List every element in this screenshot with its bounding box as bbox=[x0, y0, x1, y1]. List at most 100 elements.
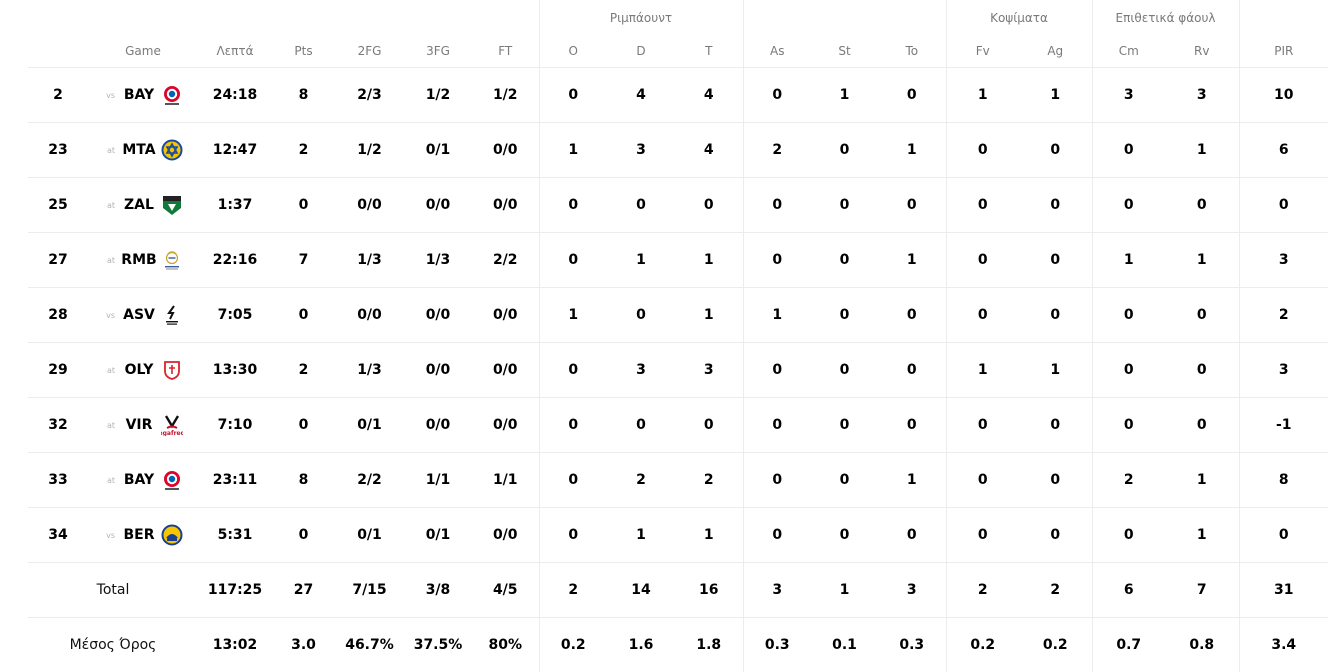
stat-assists: 0 bbox=[743, 397, 811, 453]
total-assists: 3 bbox=[743, 562, 811, 618]
opponent-code[interactable]: ZAL bbox=[124, 197, 154, 213]
stat-points: 7 bbox=[272, 232, 335, 288]
stat-blocks-favor: 1 bbox=[946, 67, 1020, 123]
column-header-turnovers[interactable]: To bbox=[878, 35, 947, 68]
stat-ft: 0/0 bbox=[472, 507, 540, 563]
game-cell[interactable]: at MTA bbox=[88, 122, 198, 178]
column-header-steals[interactable]: St bbox=[811, 35, 878, 68]
stat-pir: 2 bbox=[1239, 287, 1329, 343]
opponent-code[interactable]: BER bbox=[123, 527, 155, 543]
game-cell[interactable]: vs BER bbox=[88, 507, 198, 563]
game-row[interactable]: 25 at ZAL 1:37 0 0/0 0/0 0/0 0 0 0 0 0 0 0 0 0 0 0 bbox=[28, 177, 1329, 233]
stat-turnovers: 0 bbox=[878, 287, 947, 343]
game-row[interactable]: 33 at BAY 23:11 8 2/2 1/1 1/1 0 2 2 0 0 1 0 0 2 1 8 bbox=[28, 452, 1329, 508]
stat-off-reb: 1 bbox=[539, 122, 607, 178]
column-header-blocks-favor[interactable]: Fv bbox=[946, 35, 1020, 68]
game-cell[interactable]: at VIR segafredo bbox=[88, 397, 198, 453]
totals-label: Total bbox=[28, 562, 198, 618]
olympiacos-logo-icon bbox=[161, 359, 183, 381]
stat-pir: 8 bbox=[1239, 452, 1329, 508]
stat-steals: 0 bbox=[811, 287, 878, 343]
header-label-row: Game Λεπτά Pts 2FG 3FG FT O D T As St To… bbox=[28, 35, 1329, 68]
column-header-2fg[interactable]: 2FG bbox=[335, 35, 404, 68]
avg-assists: 0.3 bbox=[764, 637, 790, 653]
stat-fouls-received: 0 bbox=[1165, 287, 1240, 343]
stat-def-reb: 0 bbox=[607, 287, 675, 343]
stat-turnovers: 1 bbox=[878, 232, 947, 288]
column-header-off-reb[interactable]: O bbox=[539, 35, 607, 68]
stat-3fg: 1/1 bbox=[404, 452, 472, 508]
opponent-code[interactable]: VIR bbox=[125, 417, 153, 433]
stat-blocks-against: 1 bbox=[1019, 342, 1093, 398]
game-cell[interactable]: at ZAL bbox=[88, 177, 198, 233]
opponent-code[interactable]: BAY bbox=[123, 87, 155, 103]
stat-ft: 0/0 bbox=[472, 287, 540, 343]
stat-2fg: 1/3 bbox=[335, 342, 404, 398]
stat-def-reb: 2 bbox=[607, 452, 675, 508]
stat-blocks-favor: 1 bbox=[946, 342, 1020, 398]
stat-fouls-received: 1 bbox=[1165, 507, 1240, 563]
stat-points: 2 bbox=[272, 342, 335, 398]
stat-fouls-committed: 0 bbox=[1092, 342, 1166, 398]
column-header-blocks-against[interactable]: Ag bbox=[1019, 35, 1093, 68]
column-header-def-reb[interactable]: D bbox=[607, 35, 675, 68]
stat-points: 0 bbox=[272, 177, 335, 233]
total-fouls-received: 7 bbox=[1165, 562, 1240, 618]
total-blocks-favor: 2 bbox=[946, 562, 1020, 618]
game-cell[interactable]: vs BAY bbox=[88, 67, 198, 123]
column-header-points[interactable]: Pts bbox=[272, 35, 335, 68]
stat-tot-reb: 2 bbox=[675, 452, 744, 508]
column-header-pir[interactable]: PIR bbox=[1239, 35, 1329, 68]
opponent-code[interactable]: BAY bbox=[123, 472, 155, 488]
opponent-code[interactable]: OLY bbox=[124, 362, 154, 378]
game-cell[interactable]: at RMB bbox=[88, 232, 198, 288]
column-header-tot-reb[interactable]: T bbox=[675, 35, 744, 68]
game-row[interactable]: 23 at MTA 12:47 2 1/2 0/1 0/0 1 3 4 2 0 1 0 0 0 1 6 bbox=[28, 122, 1329, 178]
stat-off-reb: 0 bbox=[539, 452, 607, 508]
column-header-assists[interactable]: As bbox=[743, 35, 811, 68]
opponent-code[interactable]: ASV bbox=[123, 307, 155, 323]
game-cell[interactable]: vs ASV bbox=[88, 287, 198, 343]
stat-pir: 10 bbox=[1239, 67, 1329, 123]
stat-2fg: 0/1 bbox=[335, 397, 404, 453]
round-number: 34 bbox=[28, 507, 88, 563]
total-steals: 1 bbox=[811, 562, 878, 618]
stat-points: 0 bbox=[272, 507, 335, 563]
game-row[interactable]: 34 vs BER 5:31 0 0/1 0/1 0/0 0 1 1 0 0 0 0 0 0 1 0 bbox=[28, 507, 1329, 563]
game-cell[interactable]: at OLY bbox=[88, 342, 198, 398]
opponent-code[interactable]: RMB bbox=[121, 252, 157, 268]
stat-3fg: 0/0 bbox=[404, 342, 472, 398]
column-header-ft[interactable]: FT bbox=[472, 35, 540, 68]
game-row[interactable]: 2 vs BAY 24:18 8 2/3 1/2 1/2 0 4 4 0 1 0 1 1 3 3 10 bbox=[28, 67, 1329, 123]
column-header-game[interactable]: Game bbox=[88, 35, 198, 68]
stat-blocks-against: 0 bbox=[1019, 287, 1093, 343]
stat-assists: 0 bbox=[743, 232, 811, 288]
total-off-reb: 2 bbox=[539, 562, 607, 618]
averages-label: Μέσος Όρος bbox=[69, 637, 157, 653]
column-header-fouls-received[interactable]: Rv bbox=[1165, 35, 1240, 68]
stat-assists: 0 bbox=[743, 67, 811, 123]
total-points: 27 bbox=[272, 562, 335, 618]
stat-assists: 0 bbox=[743, 507, 811, 563]
stat-ft: 0/0 bbox=[472, 177, 540, 233]
blocks-group-header: Κοψίματα bbox=[946, 0, 1093, 35]
column-header-fouls-committed[interactable]: Cm bbox=[1092, 35, 1166, 68]
game-row[interactable]: 28 vs ASV 7:05 0 0/0 0/0 0/0 1 0 1 1 0 0 0 0 0 0 2 bbox=[28, 287, 1329, 343]
avg-minutes: 13:02 bbox=[212, 637, 258, 653]
game-cell[interactable]: at BAY bbox=[88, 452, 198, 508]
column-header-minutes[interactable]: Λεπτά bbox=[198, 35, 272, 68]
stat-2fg: 1/3 bbox=[335, 232, 404, 288]
opponent-code[interactable]: MTA bbox=[122, 142, 156, 158]
column-header-3fg[interactable]: 3FG bbox=[404, 35, 472, 68]
game-row[interactable]: 32atVIRsegafredo7:1000/10/00/00000000000… bbox=[28, 397, 1329, 453]
stat-pir: -1 bbox=[1239, 397, 1329, 453]
stat-fouls-received: 0 bbox=[1165, 397, 1240, 453]
stat-points: 0 bbox=[272, 287, 335, 343]
stat-blocks-against: 1 bbox=[1019, 67, 1093, 123]
stat-pir: 3 bbox=[1239, 232, 1329, 288]
total-def-reb: 14 bbox=[607, 562, 675, 618]
stat-off-reb: 0 bbox=[539, 507, 607, 563]
venue-prefix: vs bbox=[106, 530, 115, 540]
game-row[interactable]: 29 at OLY 13:30 2 1/3 0/0 0/0 0 3 3 0 0 0 1 1 0 0 3 bbox=[28, 342, 1329, 398]
game-row[interactable]: 27 at RMB 22:16 7 1/3 1/3 2/2 0 1 1 0 0 1 0 0 1 1 3 bbox=[28, 232, 1329, 288]
